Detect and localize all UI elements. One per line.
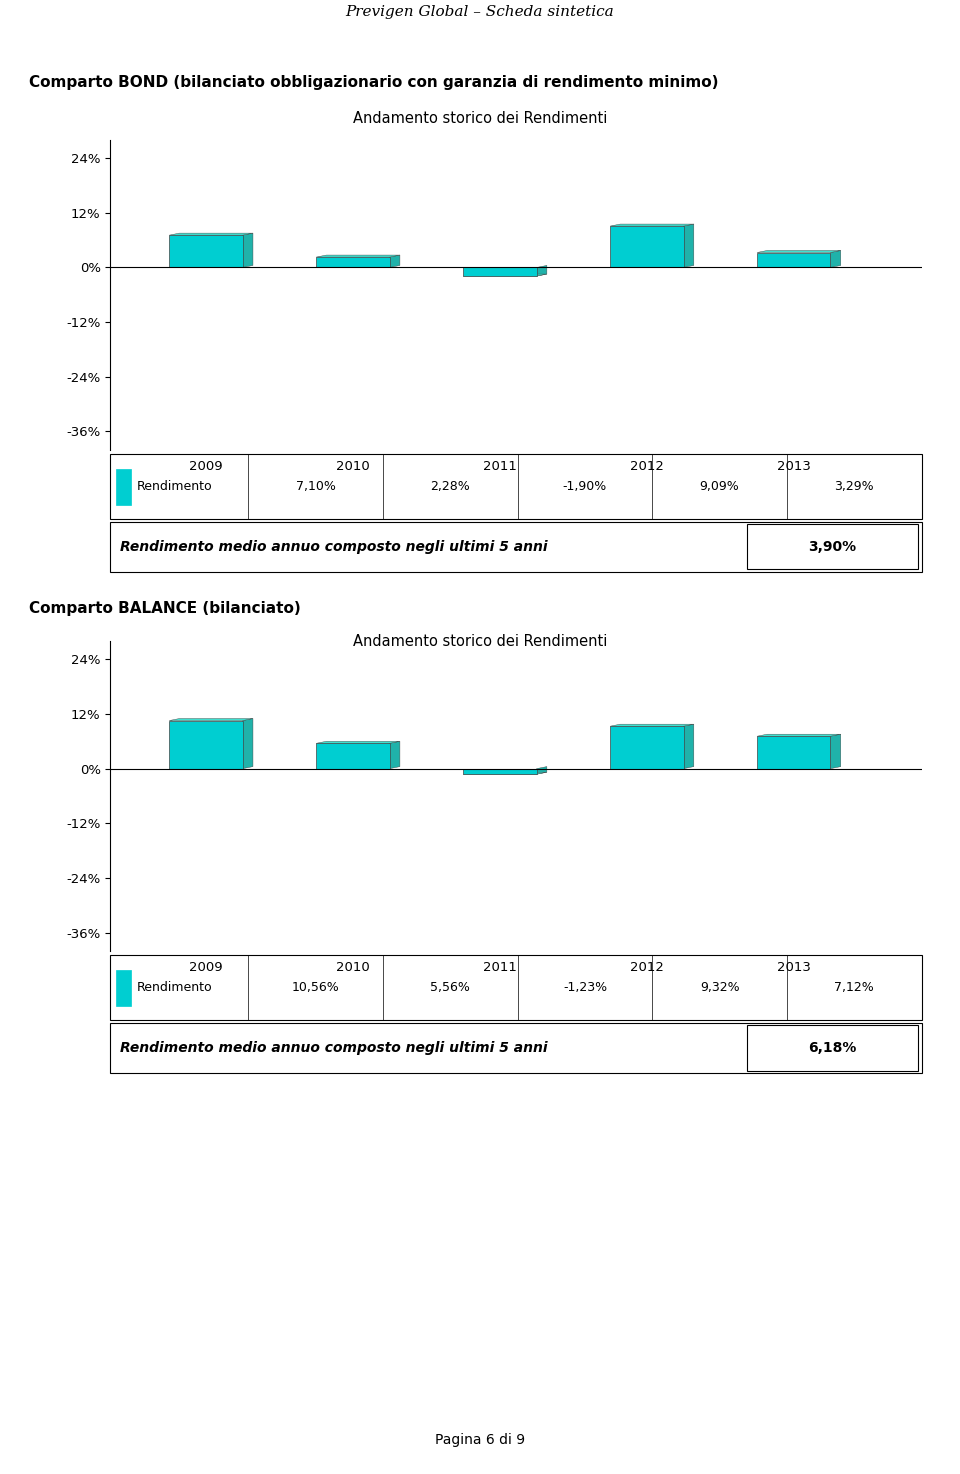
Bar xyxy=(610,226,684,267)
Bar xyxy=(757,736,830,768)
Polygon shape xyxy=(243,233,252,267)
Text: -1,23%: -1,23% xyxy=(563,982,607,993)
Text: 3,29%: 3,29% xyxy=(834,481,875,492)
Polygon shape xyxy=(610,724,694,727)
Text: 7,10%: 7,10% xyxy=(296,481,336,492)
Polygon shape xyxy=(463,772,547,774)
Bar xyxy=(169,236,243,267)
Bar xyxy=(610,727,684,768)
Text: 10,56%: 10,56% xyxy=(292,982,340,993)
Text: 6,18%: 6,18% xyxy=(808,1041,856,1055)
Polygon shape xyxy=(757,251,841,252)
Text: Andamento storico dei Rendimenti: Andamento storico dei Rendimenti xyxy=(353,111,607,125)
Polygon shape xyxy=(316,741,400,743)
Text: Previgen Global – Scheda sintetica: Previgen Global – Scheda sintetica xyxy=(346,4,614,19)
Bar xyxy=(116,970,131,1005)
Bar xyxy=(169,721,243,768)
Bar xyxy=(316,256,390,267)
Text: 9,32%: 9,32% xyxy=(700,982,739,993)
Polygon shape xyxy=(169,718,252,721)
Text: Rendimento: Rendimento xyxy=(137,982,213,993)
Text: 5,56%: 5,56% xyxy=(430,982,470,993)
Polygon shape xyxy=(390,255,400,267)
Text: 7,12%: 7,12% xyxy=(834,982,875,993)
Text: Rendimento medio annuo composto negli ultimi 5 anni: Rendimento medio annuo composto negli ul… xyxy=(120,539,548,554)
Text: Rendimento: Rendimento xyxy=(137,481,213,492)
Polygon shape xyxy=(684,724,694,768)
Text: 3,90%: 3,90% xyxy=(808,539,856,554)
Polygon shape xyxy=(830,734,841,768)
Text: -1,90%: -1,90% xyxy=(563,481,607,492)
Bar xyxy=(747,525,918,569)
Bar xyxy=(463,267,537,276)
Polygon shape xyxy=(684,224,694,267)
Text: 9,09%: 9,09% xyxy=(700,481,739,492)
Text: D.3. Rendimenti storici: D.3. Rendimenti storici xyxy=(35,22,251,41)
Bar xyxy=(757,252,830,267)
Bar xyxy=(747,1026,918,1070)
Bar xyxy=(463,768,537,774)
Bar xyxy=(116,469,131,504)
Polygon shape xyxy=(243,718,252,768)
Polygon shape xyxy=(610,224,694,226)
Polygon shape xyxy=(463,274,547,276)
Text: Rendimento medio annuo composto negli ultimi 5 anni: Rendimento medio annuo composto negli ul… xyxy=(120,1041,548,1055)
Bar xyxy=(316,743,390,768)
Text: Pagina 6 di 9: Pagina 6 di 9 xyxy=(435,1434,525,1447)
Polygon shape xyxy=(537,766,547,774)
Polygon shape xyxy=(757,734,841,736)
Polygon shape xyxy=(390,741,400,768)
Text: Andamento storico dei Rendimenti: Andamento storico dei Rendimenti xyxy=(353,634,607,649)
Text: Comparto BOND (bilanciato obbligazionario con garanzia di rendimento minimo): Comparto BOND (bilanciato obbligazionari… xyxy=(29,75,718,90)
Polygon shape xyxy=(830,251,841,267)
Text: 2,28%: 2,28% xyxy=(430,481,470,492)
Polygon shape xyxy=(316,255,400,256)
Polygon shape xyxy=(169,233,252,236)
Polygon shape xyxy=(537,265,547,276)
Text: Comparto BALANCE (bilanciato): Comparto BALANCE (bilanciato) xyxy=(29,601,300,616)
